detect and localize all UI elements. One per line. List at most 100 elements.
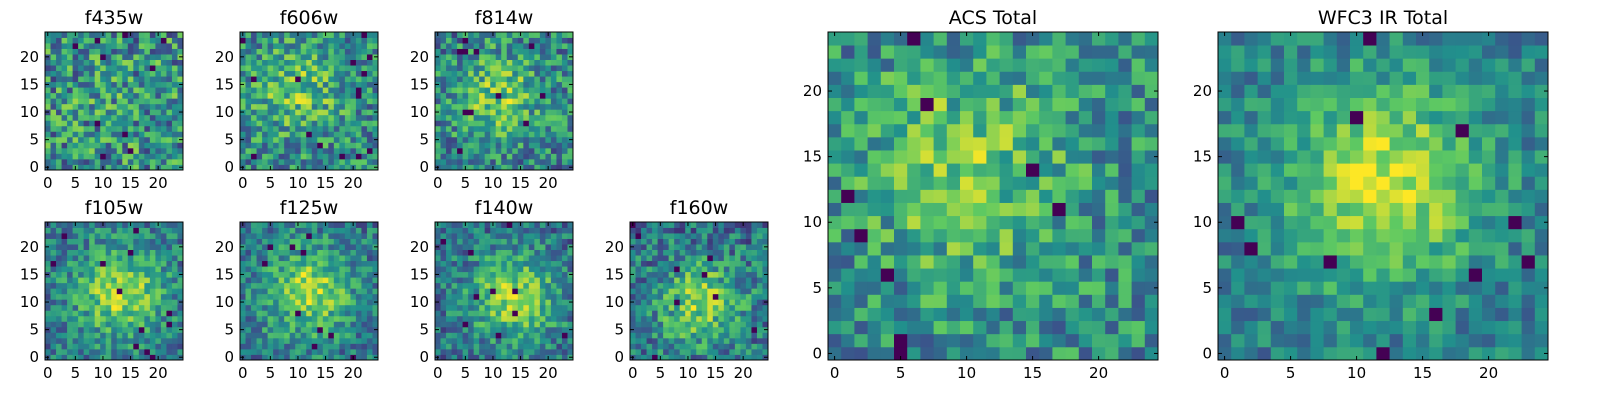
heatmap-cell xyxy=(490,244,497,250)
heatmap-cell xyxy=(245,164,252,171)
heatmap-cell xyxy=(440,310,447,317)
heatmap-cell xyxy=(630,282,636,289)
heatmap-cell xyxy=(355,354,362,361)
heatmap-cell xyxy=(350,98,357,105)
heatmap-cell xyxy=(94,59,101,66)
heatmap-cell xyxy=(630,266,636,273)
heatmap-cell xyxy=(78,227,85,234)
heatmap-cell xyxy=(440,266,447,273)
heatmap-cell xyxy=(729,233,736,239)
panel-title: f160w xyxy=(670,197,729,219)
heatmap-cell xyxy=(300,238,307,245)
heatmap-cell xyxy=(701,260,708,267)
heatmap-cell xyxy=(484,147,491,154)
heatmap-cell xyxy=(1052,320,1066,335)
heatmap-cell xyxy=(251,81,257,88)
heatmap-cell xyxy=(762,337,769,344)
heatmap-cell xyxy=(177,222,184,228)
heatmap-cell xyxy=(361,326,368,333)
heatmap-cell xyxy=(734,238,741,245)
heatmap-cell xyxy=(355,164,362,171)
heatmap-cell xyxy=(144,147,151,154)
heatmap-cell xyxy=(322,92,329,99)
x-tick-label: 10 xyxy=(678,364,697,382)
heatmap-cell xyxy=(256,222,263,228)
heatmap-cell xyxy=(718,348,725,355)
heatmap-cell xyxy=(105,277,112,284)
heatmap-cell xyxy=(300,354,307,361)
heatmap-cell xyxy=(1144,255,1159,269)
heatmap-cell xyxy=(105,70,112,77)
heatmap-cell xyxy=(284,54,291,60)
heatmap-cell xyxy=(127,332,134,339)
heatmap-cell xyxy=(155,260,162,267)
heatmap-cell xyxy=(138,70,145,77)
heatmap-cell xyxy=(160,244,167,250)
heatmap-cell xyxy=(262,114,268,121)
heatmap-cell xyxy=(1026,189,1040,203)
heatmap-cell xyxy=(122,255,129,262)
heatmap-cell xyxy=(94,332,101,339)
heatmap-cell xyxy=(245,348,252,355)
heatmap-cell xyxy=(696,304,703,311)
heatmap-cell xyxy=(256,87,263,94)
heatmap-cell xyxy=(435,103,441,110)
heatmap-cell xyxy=(94,81,101,88)
heatmap-cell xyxy=(61,164,68,171)
heatmap-cell xyxy=(105,65,112,72)
heatmap-cell xyxy=(278,348,285,355)
heatmap-cell xyxy=(306,310,313,317)
heatmap-cell xyxy=(295,136,302,143)
heatmap-cell xyxy=(484,142,491,149)
x-tick-label: 0 xyxy=(433,174,443,192)
heatmap-cell xyxy=(61,59,68,66)
heatmap-cell xyxy=(262,120,268,127)
heatmap-cell xyxy=(116,321,123,328)
heatmap-cell xyxy=(160,131,167,138)
heatmap-cell xyxy=(740,321,747,328)
heatmap-cell xyxy=(138,32,145,38)
heatmap-cell xyxy=(45,153,51,160)
heatmap-cell xyxy=(78,103,85,110)
heatmap-cell xyxy=(144,87,151,94)
heatmap-cell xyxy=(149,266,156,273)
heatmap-cell xyxy=(171,43,178,49)
heatmap-cell xyxy=(45,343,51,350)
heatmap-cell xyxy=(344,222,351,228)
heatmap-cell xyxy=(251,249,257,256)
heatmap-cell xyxy=(105,131,112,138)
heatmap-cell xyxy=(322,293,329,300)
heatmap-cell xyxy=(155,310,162,317)
heatmap-cell xyxy=(116,32,123,38)
heatmap-cell xyxy=(1039,202,1053,217)
heatmap-cell xyxy=(468,354,475,361)
heatmap-cell xyxy=(333,109,340,116)
heatmap-cell xyxy=(690,244,697,250)
heatmap-cell xyxy=(366,255,373,262)
heatmap-cell xyxy=(539,43,546,49)
heatmap-cell xyxy=(528,136,535,143)
heatmap-cell xyxy=(372,304,379,311)
heatmap-cell xyxy=(89,326,96,333)
heatmap-cell xyxy=(278,136,285,143)
heatmap-cell xyxy=(105,54,112,60)
heatmap-cell xyxy=(685,299,692,306)
heatmap-cell xyxy=(333,277,340,284)
heatmap-cell xyxy=(273,158,280,165)
heatmap-cell xyxy=(933,215,948,230)
heatmap-cell xyxy=(273,136,280,143)
heatmap-cell xyxy=(473,310,480,317)
heatmap-cell xyxy=(295,343,302,350)
heatmap-cell xyxy=(83,153,90,160)
heatmap-cell xyxy=(473,337,480,344)
heatmap-cell xyxy=(149,304,156,311)
heatmap-cell xyxy=(745,222,752,228)
heatmap-cell xyxy=(72,255,79,262)
heatmap-cell xyxy=(50,158,57,165)
heatmap-cell xyxy=(160,37,167,44)
heatmap-cell xyxy=(127,299,134,306)
heatmap-cell xyxy=(762,255,769,262)
heatmap-cell xyxy=(506,125,513,132)
heatmap-cell xyxy=(468,260,475,267)
heatmap-cell xyxy=(256,260,263,267)
